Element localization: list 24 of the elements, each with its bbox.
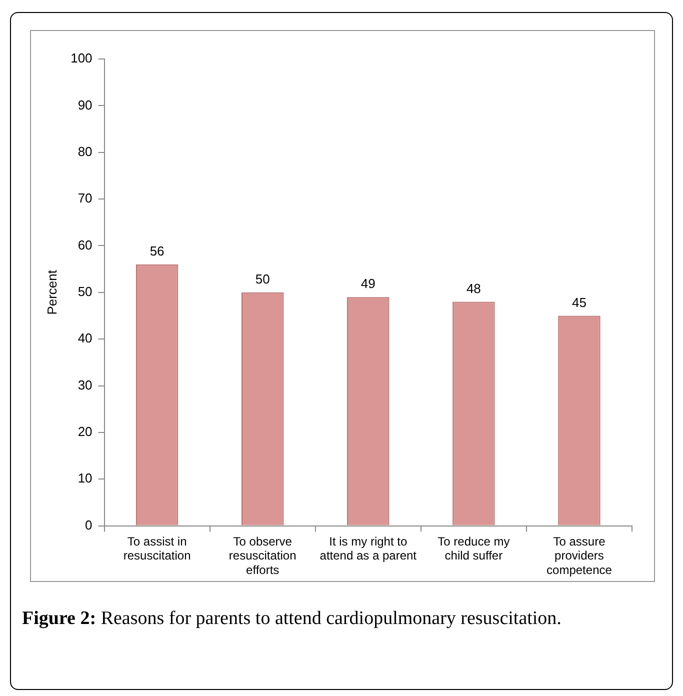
data-label: 56 — [150, 243, 164, 258]
x-tick-label: To assist in resuscitation — [123, 534, 191, 563]
y-tick-label: 40 — [78, 330, 92, 346]
y-tick-label: 20 — [78, 424, 92, 440]
y-tick-label: 50 — [78, 284, 92, 299]
y-tick-label: 80 — [78, 144, 92, 159]
caption: Figure 2: — [22, 608, 96, 629]
y-tick-label: 70 — [78, 190, 92, 206]
y-tick-label: 10 — [78, 470, 92, 486]
x-tick-label: To assure providers competence — [546, 534, 612, 578]
y-tick-label: 100 — [70, 50, 92, 66]
data-label: 45 — [572, 294, 586, 310]
y-tick-label: 30 — [78, 377, 92, 392]
data-label: 48 — [466, 280, 481, 296]
text: Reasons for parents to attend cardiopulmonary resuscitation. — [100, 608, 562, 629]
x-tick-label: To observe resuscitation efforts — [228, 534, 296, 578]
data-label: 49 — [360, 276, 376, 292]
data-label: 50 — [255, 271, 270, 286]
x-tick-label: It is my right to attend as a parent — [320, 534, 418, 563]
y-tick-label: 0 — [85, 517, 92, 532]
x-tick-label: To reduce my child suffer — [438, 534, 510, 563]
y-tick-label: 60 — [78, 237, 92, 252]
y-axis-title: Percent — [44, 270, 60, 315]
y-tick-label: 90 — [78, 97, 92, 112]
